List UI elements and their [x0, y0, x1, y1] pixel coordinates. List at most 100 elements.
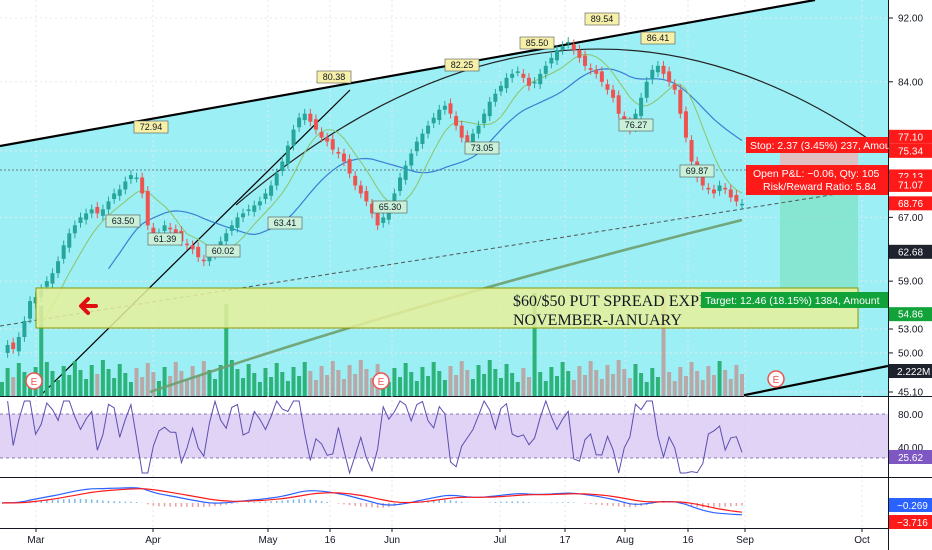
volume-bar [330, 361, 335, 396]
candle-body [302, 113, 307, 121]
time-axis-label: Sep [736, 535, 754, 546]
volume-bar [162, 367, 167, 396]
volume-bar [263, 368, 268, 396]
volume-bar [717, 361, 722, 396]
candle-body [442, 105, 447, 110]
candle-body [482, 113, 487, 124]
candle-body [498, 85, 503, 92]
swing-label-box [133, 120, 169, 134]
stop-zone [780, 153, 858, 165]
candle-body [5, 344, 10, 353]
candle-body [100, 209, 105, 216]
candle-body [667, 71, 672, 82]
time-axis-label: Jun [384, 535, 400, 546]
candle-body [252, 205, 257, 212]
volume-bar [123, 373, 128, 396]
stop-label: Stop: 2.37 (3.45%) 237, Amount: [750, 140, 902, 152]
target-label-box[interactable] [701, 292, 888, 308]
stop-label-box[interactable] [746, 137, 888, 153]
volume-bar [493, 369, 498, 396]
candle-body [532, 81, 537, 84]
volume-bar [22, 372, 27, 396]
volume-bar [409, 372, 414, 396]
candle-body [280, 161, 285, 172]
macd-value-tag [889, 498, 932, 512]
candle-body [655, 65, 660, 73]
candle-body [398, 177, 403, 192]
candle-body [269, 185, 274, 196]
candle-body [594, 69, 599, 74]
volume-bar [689, 362, 694, 396]
volume-bar [16, 363, 21, 396]
volume-bar [398, 377, 403, 396]
volume-bar [224, 304, 229, 396]
earnings-marker-label: E [31, 377, 38, 388]
candle-body [403, 165, 408, 180]
volume-bar [526, 377, 531, 396]
candle-body [392, 193, 397, 206]
candle-body [61, 245, 66, 259]
volume-bar [639, 373, 644, 396]
candle-body [196, 246, 201, 258]
volume-bar [414, 381, 419, 396]
volume-bar [218, 365, 223, 396]
candle-body [700, 175, 705, 186]
swing-label: 63.50 [112, 216, 135, 226]
volume-bar [140, 377, 145, 396]
volume-bar [347, 365, 352, 396]
price-axis-label: 59.00 [898, 277, 923, 288]
candle-body [650, 69, 655, 80]
volume-bar [241, 378, 246, 396]
volume-bar [695, 371, 700, 396]
volume-bar [633, 364, 638, 396]
candle-body [140, 177, 145, 194]
candle-body [426, 125, 431, 134]
volume-bar [655, 377, 660, 396]
candle-body [448, 103, 453, 114]
candle-body [173, 229, 178, 234]
candle-body [616, 95, 621, 114]
swing-label-box [679, 164, 715, 178]
ma-20-line [108, 68, 743, 270]
candle-body [493, 93, 498, 102]
time-axis-label: 17 [559, 535, 571, 546]
price-tag-label: 72.13 [898, 172, 923, 183]
candle-body [128, 175, 133, 180]
price-axis-label: 67.00 [898, 213, 923, 224]
swing-annotations: 80.38 72.94 63.50 61.39 60.02 63.41 65.30 82.25… [105, 12, 715, 258]
volume-bar [319, 366, 324, 396]
time-axis[interactable]: Mar Apr May 16 Jun Jul 17 Aug 16 Sep Oct [27, 528, 870, 546]
volume-bar [285, 381, 290, 396]
volume-bar [459, 361, 464, 396]
candle-body [672, 84, 677, 90]
volume-bar [190, 366, 195, 396]
candle-body [274, 173, 279, 186]
candle-body [84, 213, 89, 220]
volume-bar [392, 368, 397, 396]
swing-label: 80.38 [323, 72, 346, 82]
candle-body [370, 203, 374, 214]
earnings-marker[interactable]: E [25, 372, 43, 390]
earnings-marker[interactable]: E [372, 372, 390, 390]
pnl-label-box[interactable] [746, 165, 888, 195]
volume-bar [420, 367, 425, 396]
volume-bar [358, 360, 363, 396]
candle-body [515, 71, 520, 73]
candle-body [683, 111, 688, 138]
candle-body [201, 259, 206, 262]
candle-body [465, 135, 470, 142]
candle-body [168, 227, 173, 230]
swing-label: 89.54 [591, 14, 614, 24]
time-axis-label: Mar [27, 535, 45, 546]
volume-bar [44, 362, 49, 396]
candle-body [661, 65, 666, 74]
price-tag-label: 62.68 [898, 247, 923, 258]
candle-body [263, 193, 268, 200]
earnings-marker[interactable]: E [767, 370, 785, 388]
candle-body [235, 217, 240, 228]
volume-bar [644, 382, 649, 396]
volume-bar [112, 378, 117, 396]
volume-bar [504, 364, 509, 396]
